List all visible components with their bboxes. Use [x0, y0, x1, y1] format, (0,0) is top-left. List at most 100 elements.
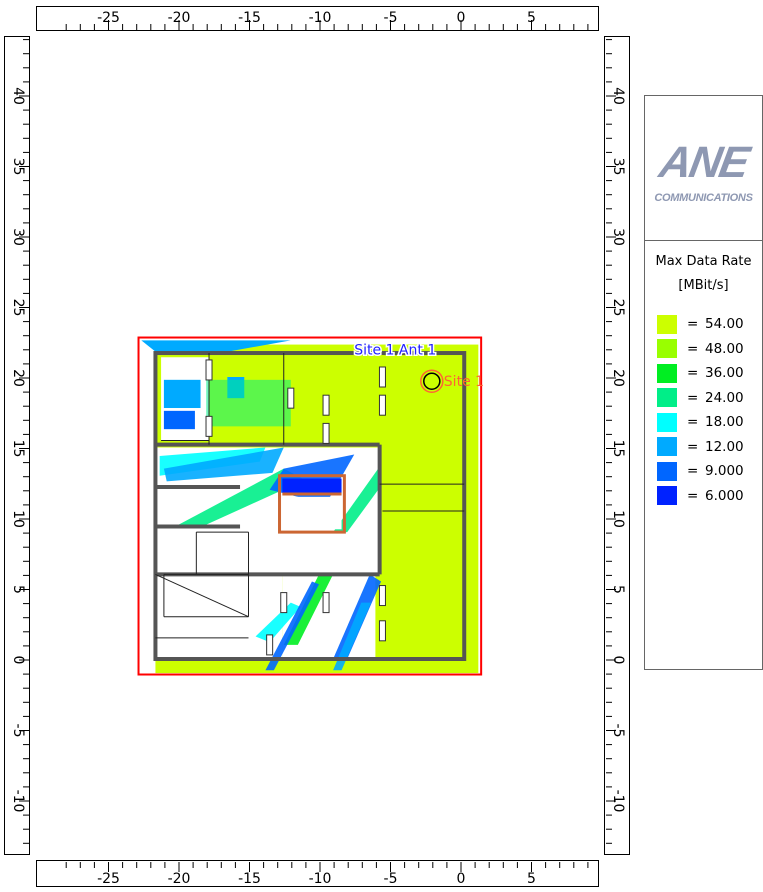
y-tick-label: 0 — [610, 656, 626, 665]
x-tick-label: -10 — [309, 10, 332, 26]
logo-subtext: COMMUNICATIONS — [654, 192, 753, 204]
outer-wall — [153, 351, 467, 661]
ruler-right-svg: 40 35 30 25 20 15 10 5 0 -5 -10 — [606, 39, 626, 844]
y-tick-label: 40 — [10, 87, 26, 105]
wall-tick — [280, 592, 288, 614]
y-tick-label: -5 — [10, 724, 26, 738]
legend-equals: = — [687, 487, 699, 504]
y-tick-label: 35 — [10, 158, 26, 176]
legend-equals: = — [687, 438, 699, 455]
coverage-fill-12 — [141, 340, 291, 354]
y-tick-label: 15 — [610, 440, 626, 458]
legend-equals: = — [687, 340, 699, 357]
coverage-beam — [178, 468, 305, 528]
y-tick-label: -10 — [10, 790, 26, 813]
x-tick-label: 5 — [527, 871, 536, 887]
legend-value: 18.00 — [705, 414, 744, 431]
wall-tick — [287, 387, 295, 409]
legend-value: 54.00 — [705, 316, 744, 333]
logo-wordmark: ANE — [655, 138, 752, 187]
legend-item: = 6.000 — [657, 484, 744, 509]
legend-value: 9.000 — [705, 463, 744, 480]
coverage-beam — [163, 447, 284, 482]
legend-list: = 54.00 = 48.00 = 36.00 = 24.00 = 18.00 = 12.00 = 9.0… — [657, 312, 744, 508]
wall-tick — [378, 620, 386, 642]
site-label: Site 1 — [444, 374, 484, 390]
legend-panel: ANE COMMUNICATIONS Max Data Rate [MBit/s… — [644, 95, 763, 670]
legend-item: = 24.00 — [657, 386, 744, 411]
legend-swatch — [657, 388, 677, 408]
wall-tick — [322, 394, 330, 416]
y-tick-label: 35 — [610, 158, 626, 176]
legend-value: 6.000 — [705, 487, 744, 504]
left-ruler: 40 35 30 25 20 15 10 5 0 -5 -10 — [4, 36, 30, 855]
y-tick-label: 20 — [610, 369, 626, 387]
legend-value: 24.00 — [705, 389, 744, 406]
y-tick-label: 10 — [610, 510, 626, 528]
bottom-ruler: -25 -20 -15 -10 -5 0 5 — [36, 860, 599, 887]
y-tick-label: 15 — [10, 440, 26, 458]
legend-swatch — [657, 461, 677, 481]
coverage-beam — [333, 468, 379, 533]
x-tick-label: -15 — [238, 10, 261, 26]
y-tick-label: 5 — [610, 585, 626, 594]
ruler-left-svg: 40 35 30 25 20 15 10 5 0 -5 -10 — [10, 39, 29, 844]
x-tick-label: -5 — [384, 10, 398, 26]
legend-item: = 48.00 — [657, 337, 744, 362]
legend-value: 12.00 — [705, 438, 744, 455]
legend-equals: = — [687, 463, 699, 480]
wall-tick — [378, 394, 386, 416]
legend-equals: = — [687, 414, 699, 431]
x-tick-label: 5 — [527, 10, 536, 26]
y-tick-label: 20 — [10, 369, 26, 387]
x-tick-label: -20 — [168, 871, 191, 887]
coverage-fill-24 — [206, 379, 291, 427]
legend-equals: = — [687, 316, 699, 333]
wall-tick — [266, 634, 274, 656]
legend-item: = 9.000 — [657, 459, 744, 484]
legend-swatch — [657, 437, 677, 457]
y-tick-label: -5 — [610, 724, 626, 738]
legend-swatch — [657, 412, 677, 432]
company-logo: ANE COMMUNICATIONS — [645, 96, 762, 241]
x-tick-label: -25 — [97, 10, 120, 26]
legend-swatch — [657, 339, 677, 359]
y-tick-label: -10 — [610, 790, 626, 813]
map-canvas[interactable]: Site 1 Site 1 Ant 1 — [34, 34, 602, 858]
legend-swatch — [657, 486, 677, 506]
building-walls — [153, 351, 467, 661]
wall-tick — [205, 415, 213, 437]
y-tick-label: 5 — [10, 585, 26, 594]
y-tick-label: 30 — [610, 228, 626, 246]
wall-tick — [322, 592, 330, 614]
x-tick-label: 0 — [457, 871, 466, 887]
legend-value: 48.00 — [705, 340, 744, 357]
legend-item: = 18.00 — [657, 410, 744, 435]
x-tick-label: -25 — [97, 871, 120, 887]
site-marker-ring — [420, 369, 444, 393]
wall-tick — [378, 585, 386, 607]
top-ruler: -25 -20 -15 -10 -5 0 5 — [36, 6, 599, 31]
ruler-bottom-svg: -25 -20 -15 -10 -5 0 5 — [65, 862, 589, 887]
legend-item: = 54.00 — [657, 312, 744, 337]
site-marker — [423, 372, 441, 390]
coverage-fill-12 — [163, 379, 201, 409]
legend-unit: [MBit/s] — [678, 278, 729, 293]
coverage-map[interactable]: Site 1 Site 1 Ant 1 — [34, 34, 602, 858]
interior-wall — [155, 573, 249, 618]
y-tick-label: 25 — [10, 299, 26, 317]
ruler-top-svg: -25 -20 -15 -10 -5 0 5 — [65, 10, 589, 30]
coverage-boundary — [137, 336, 483, 676]
y-tick-label: 10 — [10, 510, 26, 528]
coverage-beam — [265, 581, 319, 671]
x-tick-label: -15 — [238, 871, 261, 887]
window-frame — [278, 474, 346, 534]
legend-equals: = — [687, 389, 699, 406]
wall-tick — [378, 366, 386, 388]
legend-swatch — [657, 363, 677, 383]
right-ruler: 40 35 30 25 20 15 10 5 0 -5 -10 — [604, 36, 630, 855]
legend-equals: = — [687, 365, 699, 382]
legend-value: 36.00 — [705, 365, 744, 382]
wall-tick — [205, 359, 213, 381]
wall-tick — [322, 422, 330, 444]
